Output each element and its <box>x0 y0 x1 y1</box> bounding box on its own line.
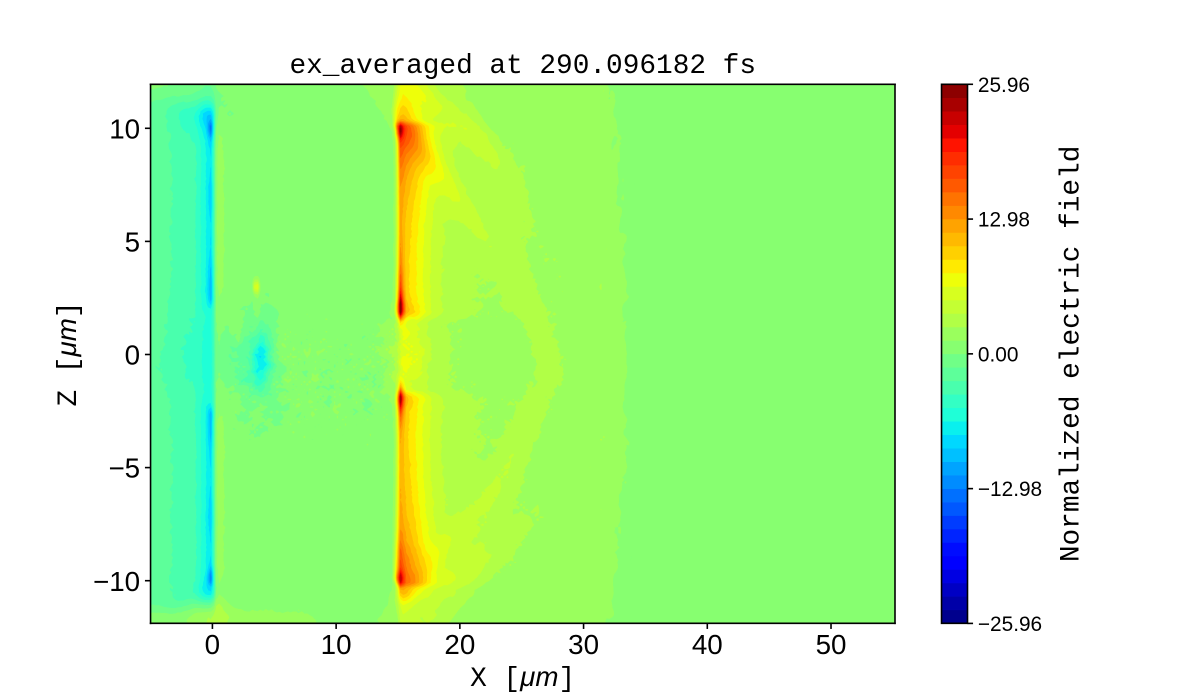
svg-text:Z [ ] μ m: Z [ ] μ m <box>51 295 85 406</box>
svg-text:0.00: 0.00 <box>978 343 1019 366</box>
svg-text:20: 20 <box>444 629 475 660</box>
svg-text:0: 0 <box>125 340 140 371</box>
svg-text:Normalized electric field: Normalized electric field <box>1056 146 1087 563</box>
svg-text:10: 10 <box>321 629 352 660</box>
svg-text:−10: −10 <box>93 566 140 597</box>
svg-text:X [ ] μ m: X [ ] μ m <box>470 661 581 695</box>
svg-text:50: 50 <box>816 629 847 660</box>
svg-text:40: 40 <box>692 629 723 660</box>
svg-text:5: 5 <box>125 226 140 257</box>
svg-text:−12.98: −12.98 <box>978 478 1042 501</box>
svg-text:ex_averaged at 290.096182 fs: ex_averaged at 290.096182 fs <box>289 51 756 82</box>
svg-text:−5: −5 <box>108 453 140 484</box>
svg-text:12.98: 12.98 <box>978 209 1030 232</box>
svg-text:10: 10 <box>109 113 140 144</box>
svg-text:25.96: 25.96 <box>978 74 1030 97</box>
svg-text:0: 0 <box>205 629 220 660</box>
svg-text:−25.96: −25.96 <box>978 613 1042 636</box>
svg-text:30: 30 <box>568 629 599 660</box>
